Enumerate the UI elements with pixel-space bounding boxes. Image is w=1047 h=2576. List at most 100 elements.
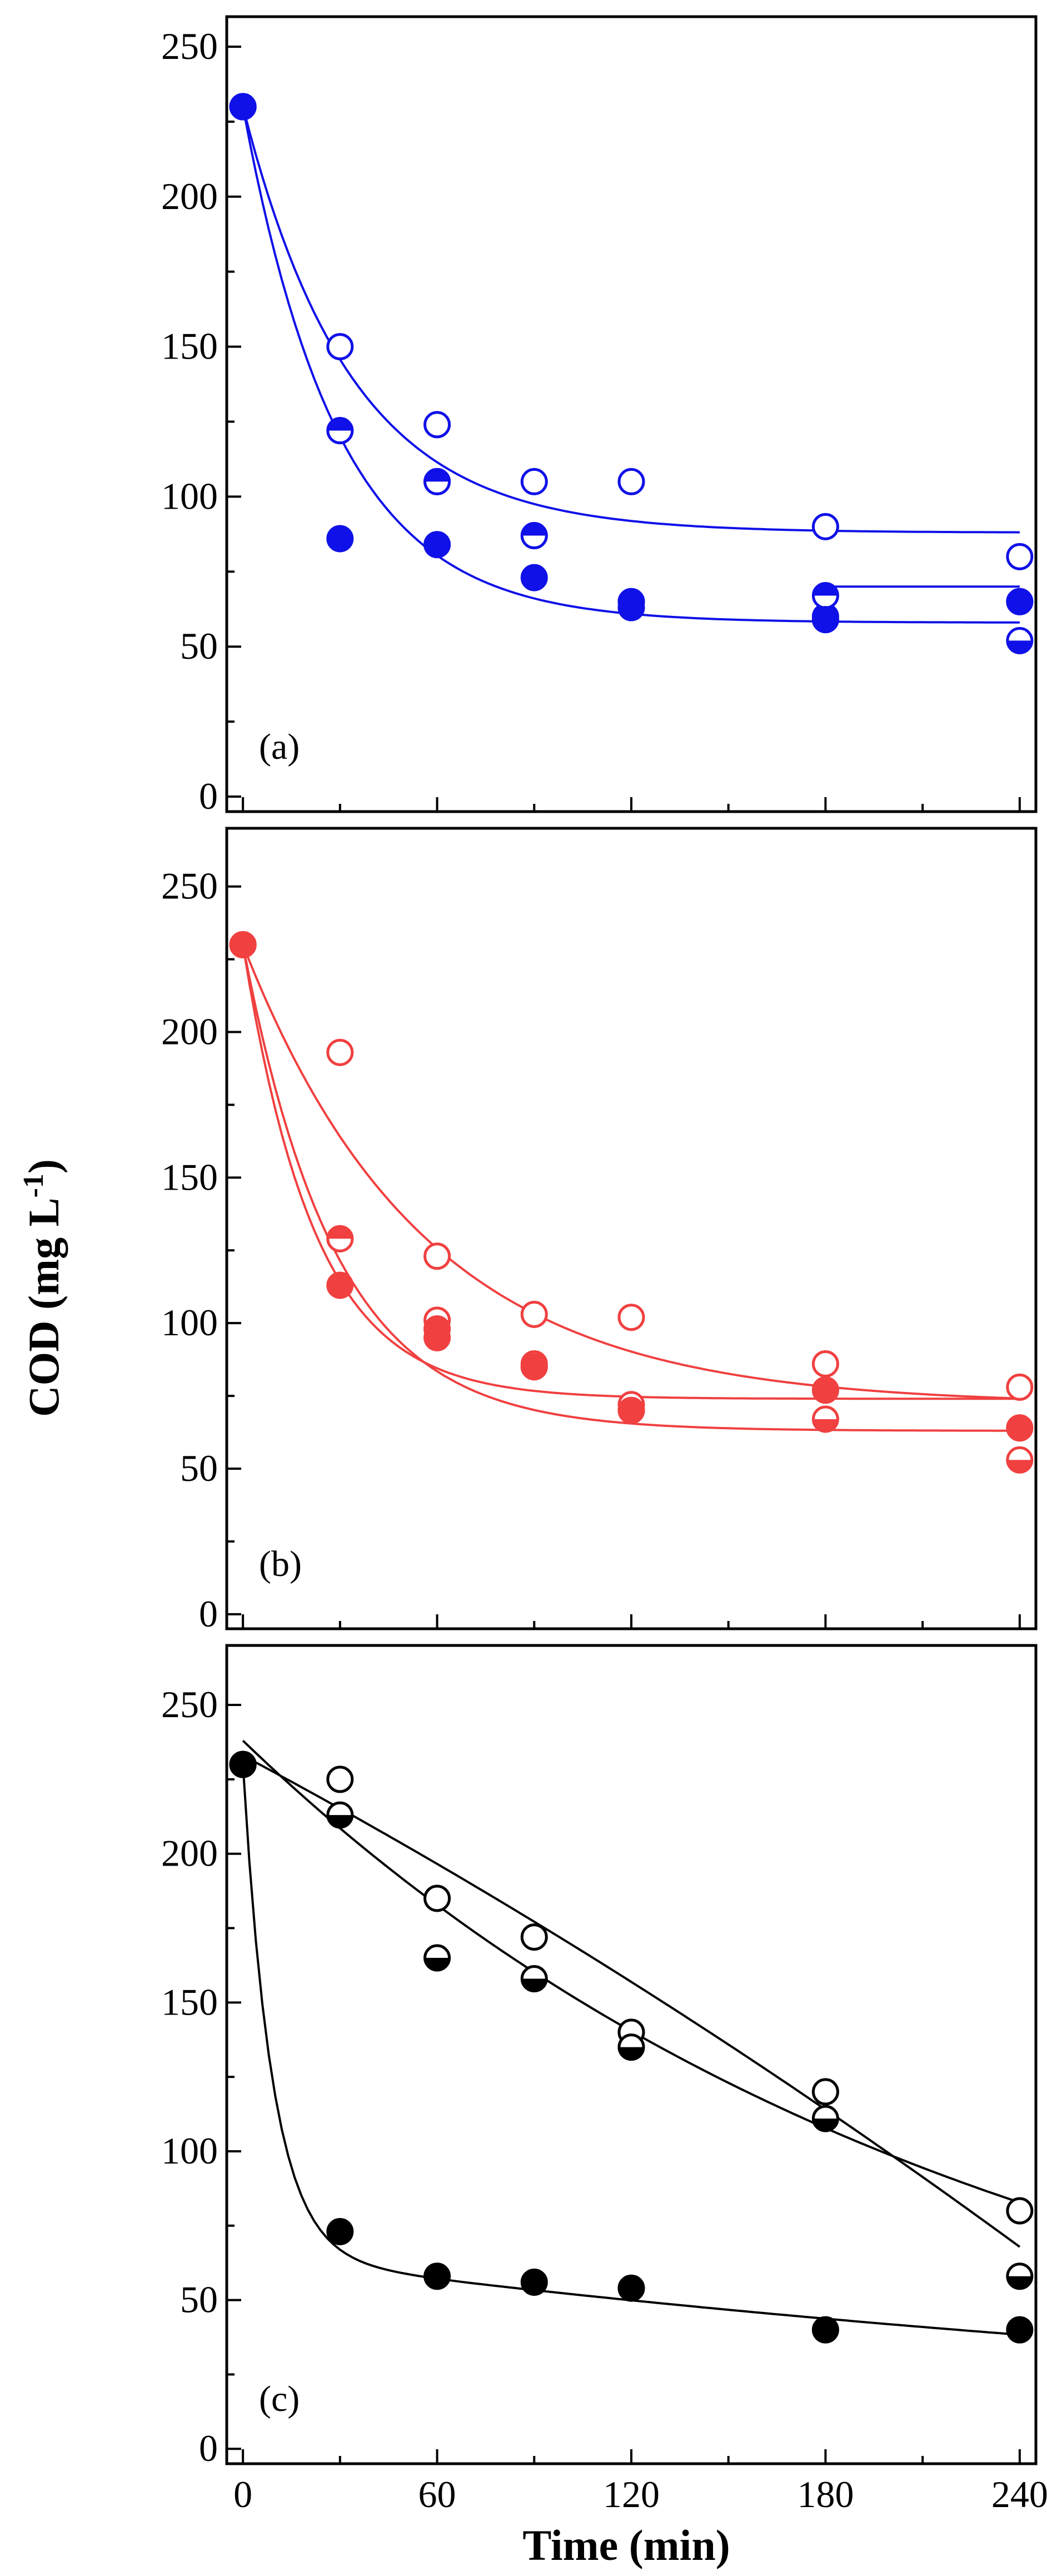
marker-half-fill (327, 1226, 352, 1239)
data-point (423, 411, 451, 439)
chart-panel-2: 0 50 100 150 200 250 (b) (161, 827, 1038, 1635)
y-tick-label: 100 (161, 2130, 218, 2172)
data-point (811, 2316, 839, 2344)
marker-half-fill (813, 583, 838, 596)
marker-filled (326, 2217, 354, 2245)
data-point (326, 1271, 354, 1299)
marker-open (1006, 1373, 1034, 1401)
data-point (617, 468, 645, 495)
data-point (1006, 543, 1034, 570)
data-point (326, 1225, 354, 1252)
data-point (326, 1801, 354, 1829)
x-tick-label: 60 (418, 2473, 456, 2515)
marker-filled (520, 1353, 548, 1381)
x-tick-label: 180 (797, 2473, 854, 2515)
marker-half-fill (522, 523, 547, 536)
marker-filled (811, 606, 839, 634)
data-point (811, 513, 839, 540)
data-point (326, 1038, 354, 1066)
y-tick-label: 50 (180, 2279, 218, 2321)
marker-filled (229, 1751, 257, 1778)
marker-filled (423, 2262, 451, 2290)
data-point (520, 522, 548, 550)
data-point (811, 2078, 839, 2106)
data-point (229, 931, 257, 958)
y-tick-label: 200 (161, 1011, 218, 1053)
y-tick-label: 150 (161, 1156, 218, 1198)
data-point (423, 2262, 451, 2290)
data-point (1006, 626, 1034, 654)
y-tick-label: 150 (161, 1981, 218, 2023)
marker-half-fill (425, 469, 450, 482)
marker-half-fill (1007, 2276, 1032, 2289)
marker-filled (811, 1376, 839, 1404)
data-point (520, 1300, 548, 1328)
fit-curve (242, 1739, 1020, 2204)
data-point (520, 2268, 548, 2296)
marker-open (326, 333, 354, 361)
marker-open (811, 1350, 839, 1377)
marker-open (811, 513, 839, 540)
data-point (423, 468, 451, 495)
marker-filled (520, 564, 548, 591)
data-point (520, 1923, 548, 1951)
data-point (326, 333, 354, 361)
data-point (423, 1242, 451, 1270)
marker-half-fill (813, 1419, 838, 1431)
fit-curve (242, 106, 1020, 624)
marker-filled (326, 1271, 354, 1299)
fit-curve (242, 1754, 1021, 2248)
y-tick-label: 0 (199, 1593, 218, 1635)
marker-filled (423, 531, 451, 559)
marker-open (1006, 543, 1034, 570)
y-axis-title-close: ) (19, 1159, 68, 1173)
y-tick-label: 150 (161, 325, 218, 367)
data-point (326, 1766, 354, 1793)
marker-open (617, 1304, 645, 1331)
marker-half-fill (327, 1815, 352, 1828)
fit-curve (242, 944, 1020, 1400)
marker-open (423, 1884, 451, 1912)
y-tick-label: 200 (161, 1832, 218, 1874)
y-tick-label: 0 (199, 775, 218, 817)
data-point (423, 1944, 451, 1972)
data-point (811, 581, 839, 609)
data-point (1006, 2197, 1034, 2225)
y-tick-label: 100 (161, 475, 218, 517)
x-axis-title: Time (min) (522, 2521, 730, 2569)
data-point (617, 594, 645, 621)
marker-open (811, 2078, 839, 2106)
data-point (423, 1884, 451, 1912)
data-point (617, 2274, 645, 2302)
fit-curve (242, 944, 1020, 1432)
marker-open (423, 411, 451, 439)
marker-filled (617, 594, 645, 621)
y-tick-label: 250 (161, 865, 218, 907)
data-point (326, 525, 354, 553)
marker-open (617, 468, 645, 495)
panel-label: (c) (259, 2379, 300, 2419)
data-point (617, 1396, 645, 1424)
y-tick-label: 50 (180, 1447, 218, 1489)
marker-filled (520, 2268, 548, 2296)
marker-filled (1006, 1414, 1034, 1442)
data-point (811, 1405, 839, 1433)
x-tick-label: 0 (233, 2473, 252, 2515)
data-point (423, 531, 451, 559)
y-tick-label: 250 (161, 25, 218, 67)
data-point (229, 93, 257, 121)
marker-open (1006, 2197, 1034, 2225)
marker-open (520, 468, 548, 495)
data-point (617, 1304, 645, 1331)
y-axis-title-superscript: -1 (18, 1173, 49, 1197)
marker-half-fill (522, 1978, 547, 1991)
chart-panel-3: 0 50 100 150 200 250 0 60 120 180 240 (c) (161, 1644, 1047, 2515)
data-point (520, 1353, 548, 1381)
data-point (520, 564, 548, 591)
data-point (423, 1324, 451, 1351)
y-tick-label: 250 (161, 1683, 218, 1725)
marker-filled (811, 2316, 839, 2344)
data-point (520, 468, 548, 495)
marker-open (326, 1038, 354, 1066)
